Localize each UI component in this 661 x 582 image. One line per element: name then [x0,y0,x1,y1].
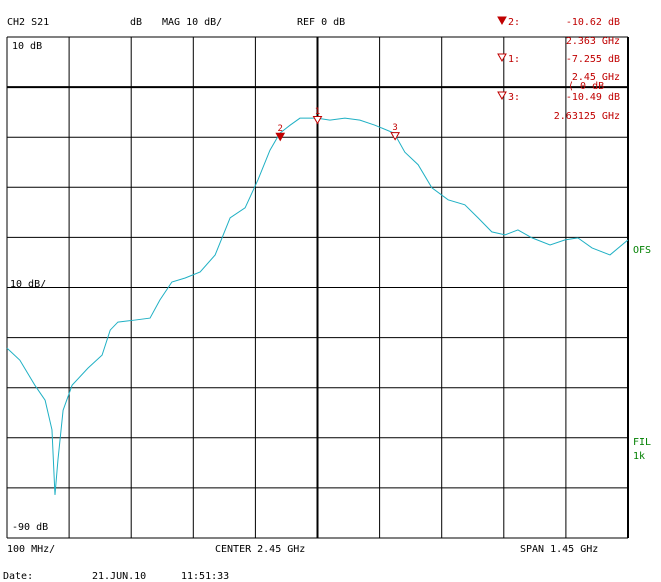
marker [275,132,286,142]
channel: CH2 S21 [7,17,49,28]
format: MAG 10 dB/ [162,17,222,28]
side-label: 1k [633,451,645,462]
readout-glyph [497,53,507,63]
readout-glyph [497,91,507,101]
side-label: OFS [633,245,651,256]
footer-label: Date: [3,571,33,582]
marker [390,132,400,141]
x-start-label: 100 MHz/ [7,544,55,555]
readout-name: 2: [508,17,520,28]
readout-value: -10.62 dB [566,17,620,28]
readout-name: 1: [508,54,520,65]
unit: dB [130,17,142,28]
marker-number: 3 [392,123,397,133]
y-tick-label: 10 dB [12,41,42,52]
marker [312,115,323,125]
readout-ref: ⟨ 0 dB [568,81,604,92]
y-tick-label: -90 dB [12,522,48,533]
readout-value: -10.49 dB [566,92,620,103]
footer-date: 21.JUN.10 [92,571,146,582]
readout-freq: 2.363 GHz [566,36,620,47]
marker-number: 1 [315,107,320,117]
span-label: SPAN 1.45 GHz [520,544,598,555]
readout-freq: 2.63125 GHz [554,111,620,122]
scale-label: 10 dB/ [10,279,46,290]
readout-freq: 2.45 GHz [572,72,620,83]
marker-number: 2 [278,124,283,134]
center-label: CENTER 2.45 GHz [215,544,305,555]
side-label: FIL [633,437,651,448]
readout-value: -7.255 dB [566,54,620,65]
readout-name: 3: [508,92,520,103]
footer-time: 11:51:33 [181,571,229,582]
reference: REF 0 dB [297,17,345,28]
readout-glyph [497,16,507,26]
